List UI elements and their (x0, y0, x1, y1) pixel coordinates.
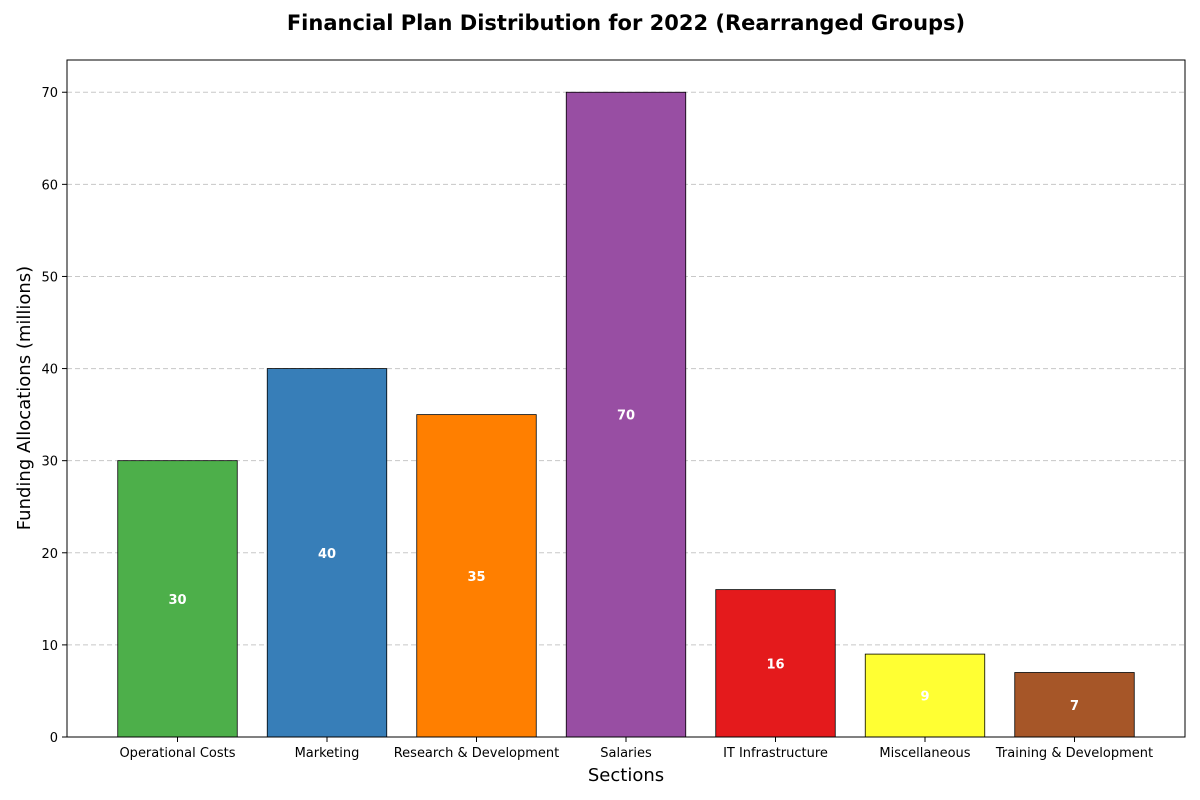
x-tick-label: Training & Development (995, 746, 1153, 761)
data-label: 35 (467, 570, 485, 585)
y-tick-label: 30 (41, 455, 58, 470)
data-label: 7 (1070, 699, 1079, 714)
x-axis-ticks: Operational Costs Marketing Research & Dev… (119, 737, 1153, 761)
y-tick-label: 40 (41, 363, 58, 378)
chart-title: Financial Plan Distribution for 2022 (Re… (287, 11, 965, 35)
bar (416, 414, 537, 738)
data-labels: 30 40 35 70 16 9 7 (168, 409, 1079, 714)
bar (565, 91, 687, 738)
x-tick-label: Research & Development (394, 746, 560, 761)
y-tick-label: 70 (41, 86, 58, 101)
x-axis-label: Sections (588, 765, 664, 786)
y-tick-label: 60 (41, 178, 58, 193)
y-axis-ticks: 0 10 20 30 40 50 60 70 (41, 86, 67, 746)
bars (117, 91, 1135, 738)
y-tick-label: 50 (41, 270, 58, 285)
y-tick-label: 10 (41, 639, 58, 654)
data-label: 16 (766, 657, 784, 672)
grid-lines (67, 91, 1185, 646)
bar (266, 368, 388, 738)
x-tick-label: Operational Costs (119, 746, 235, 761)
x-tick-label: Salaries (600, 746, 652, 761)
x-tick-label: IT Infrastructure (723, 746, 828, 761)
y-tick-label: 0 (50, 731, 58, 746)
x-tick-label: Miscellaneous (879, 746, 970, 761)
data-label: 30 (168, 593, 186, 608)
data-label: 70 (617, 409, 635, 424)
y-tick-label: 20 (41, 547, 58, 562)
x-tick-label: Marketing (295, 746, 360, 761)
data-label: 40 (318, 547, 336, 562)
data-label: 9 (920, 690, 929, 705)
y-axis-label: Funding Allocations (millions) (14, 266, 35, 530)
bar (1014, 672, 1135, 738)
bar (117, 460, 238, 738)
